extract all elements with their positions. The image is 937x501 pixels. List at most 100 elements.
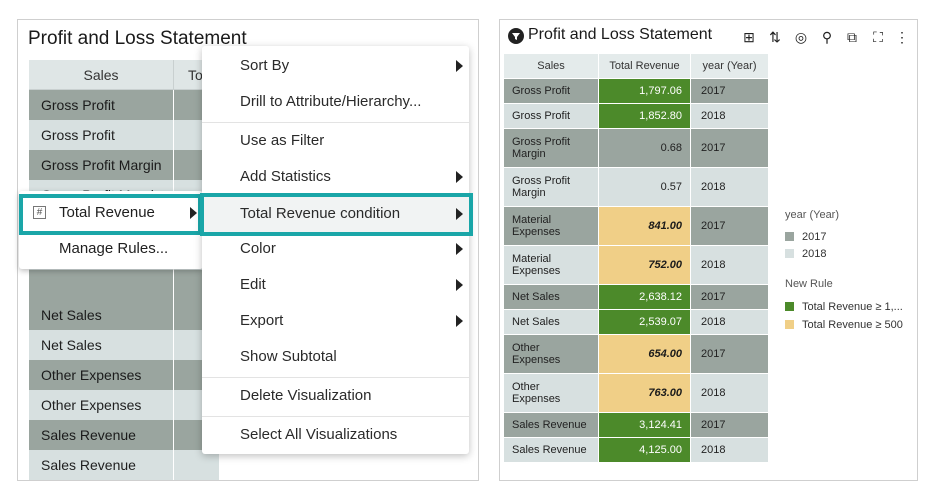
legend-item-rule-1[interactable]: Total Revenue ≥ 1,... xyxy=(785,301,903,313)
table-row[interactable]: Net Sales 2,638.12 2017 xyxy=(503,284,769,310)
row-label: Other Expenses xyxy=(41,397,142,413)
table-row[interactable]: Sales Revenue 4,125.00 2018 xyxy=(503,437,769,463)
row-label xyxy=(29,270,173,300)
menu-item-add-statistics[interactable]: Add Statistics xyxy=(202,159,469,195)
menu-item-color[interactable]: Color xyxy=(202,231,469,267)
grammar-icon[interactable]: ⊞ xyxy=(743,29,755,45)
year-cell: 2018 xyxy=(690,167,769,207)
revenue-cell: 654.00 xyxy=(598,334,691,374)
sales-cell: Gross Profit Margin xyxy=(503,128,599,168)
drill-label: Drill to Attribute/Hierarchy... xyxy=(240,93,422,110)
sales-cell: Net Sales xyxy=(503,309,599,335)
revenue-cell: 0.68 xyxy=(598,128,691,168)
table-row[interactable]: Other Expenses 763.00 2018 xyxy=(503,373,769,413)
more-options-icon[interactable]: ⋮ xyxy=(895,29,909,45)
menu-item-delete-visualization[interactable]: Delete Visualization xyxy=(202,378,469,414)
row-label: Other Expenses xyxy=(41,367,142,383)
revenue-cell: 0.57 xyxy=(598,167,691,207)
menu-item-sort-by[interactable]: Sort By xyxy=(202,48,469,84)
row-label: Gross Profit xyxy=(41,97,115,113)
table-row[interactable] xyxy=(29,270,219,300)
table-row[interactable]: Gross Profit Margin 0.68 2017 xyxy=(503,128,769,168)
legend-item-rule-2[interactable]: Total Revenue ≥ 500 xyxy=(785,319,903,331)
row-value xyxy=(173,330,219,360)
menu-item-edit[interactable]: Edit xyxy=(202,267,469,303)
table-row[interactable]: Gross Profit Margin xyxy=(29,150,219,180)
header-sales[interactable]: Sales xyxy=(83,67,119,83)
submenu-total-revenue-label: Total Revenue xyxy=(59,204,155,221)
table-row[interactable]: Gross Profit xyxy=(29,120,219,150)
menu-item-drill[interactable]: Drill to Attribute/Hierarchy... xyxy=(202,84,469,120)
table-row[interactable]: Material Expenses 841.00 2017 xyxy=(503,206,769,246)
revenue-cell: 1,852.80 xyxy=(598,103,691,129)
table-row[interactable]: Other Expenses xyxy=(29,390,219,420)
menu-item-show-subtotal[interactable]: Show Subtotal xyxy=(202,339,469,375)
row-label: Sales Revenue xyxy=(41,427,136,443)
header-sales[interactable]: Sales xyxy=(503,53,599,79)
right-table-body: Gross Profit 1,797.06 2017 Gross Profit 1,85… xyxy=(503,78,769,463)
context-menu: Sort By Drill to Attribute/Hierarchy... … xyxy=(202,46,469,454)
table-row[interactable]: Sales Revenue xyxy=(29,450,219,480)
table-row[interactable]: Other Expenses 654.00 2017 xyxy=(503,334,769,374)
chevron-right-icon xyxy=(456,171,463,183)
year-cell: 2018 xyxy=(690,309,769,335)
fullscreen-icon[interactable]: ⛶ xyxy=(873,29,883,45)
header-total-revenue[interactable]: Total Revenue xyxy=(598,53,691,79)
row-value xyxy=(173,270,219,300)
year-cell: 2018 xyxy=(690,103,769,129)
chart-icon[interactable]: ⚲ xyxy=(821,29,833,45)
table-row[interactable]: Gross Profit xyxy=(29,90,219,120)
table-row[interactable]: Gross Profit 1,852.80 2018 xyxy=(503,103,769,129)
legend-rule-1-label: Total Revenue ≥ 1,... xyxy=(802,301,903,313)
row-label: Net Sales xyxy=(41,307,102,323)
table-row[interactable]: Material Expenses 752.00 2018 xyxy=(503,245,769,285)
table-row[interactable]: Net Sales xyxy=(29,330,219,360)
color-label: Color xyxy=(240,240,276,257)
table-row[interactable]: Sales Revenue xyxy=(29,420,219,450)
year-cell: 2017 xyxy=(690,284,769,310)
conditional-format-submenu: # Total Revenue Manage Rules... xyxy=(19,191,203,269)
show-subtotal-label: Show Subtotal xyxy=(240,348,337,365)
delete-visualization-label: Delete Visualization xyxy=(240,387,372,404)
header-year[interactable]: year (Year) xyxy=(690,53,769,79)
menu-item-use-as-filter[interactable]: Use as Filter xyxy=(202,123,469,159)
swatch xyxy=(785,320,794,329)
row-label: Gross Profit Margin xyxy=(41,157,162,173)
submenu-item-manage-rules[interactable]: Manage Rules... xyxy=(19,231,203,267)
sales-cell: Sales Revenue xyxy=(503,412,599,438)
table-row[interactable]: Net Sales xyxy=(29,300,219,330)
legend-rule-2-label: Total Revenue ≥ 500 xyxy=(802,319,903,331)
submenu-item-total-revenue[interactable]: # Total Revenue xyxy=(19,195,203,231)
table-row[interactable]: Gross Profit Margin 0.57 2018 xyxy=(503,167,769,207)
sales-cell: Material Expenses xyxy=(503,245,599,285)
legend-rule-title: New Rule xyxy=(785,278,833,290)
revenue-cell: 3,124.41 xyxy=(598,412,691,438)
left-table-body: Gross Profit Gross Profit Gross Profit Mar… xyxy=(29,90,219,480)
menu-item-total-revenue-condition[interactable]: Total Revenue condition xyxy=(202,196,469,232)
table-row[interactable]: Sales Revenue 3,124.41 2017 xyxy=(503,412,769,438)
target-icon[interactable]: ◎ xyxy=(794,29,808,45)
revenue-cell: 2,638.12 xyxy=(598,284,691,310)
use-as-filter-label: Use as Filter xyxy=(240,132,325,149)
copy-icon[interactable]: ⧉ xyxy=(847,29,857,45)
menu-item-select-all[interactable]: Select All Visualizations xyxy=(202,417,469,453)
menu-item-export[interactable]: Export xyxy=(202,303,469,339)
header-total-revenue[interactable]: To xyxy=(173,60,219,89)
legend-2018-label: 2018 xyxy=(802,248,827,260)
condition-label: Total Revenue condition xyxy=(240,205,401,222)
submenu-manage-rules-label: Manage Rules... xyxy=(59,240,169,257)
menu-divider xyxy=(202,377,469,378)
year-cell: 2017 xyxy=(690,334,769,374)
legend-item-2017[interactable]: 2017 xyxy=(785,231,826,243)
year-cell: 2017 xyxy=(690,128,769,168)
legend-item-2018[interactable]: 2018 xyxy=(785,248,826,260)
row-label: Net Sales xyxy=(41,337,102,353)
row-label: Sales Revenue xyxy=(41,457,136,473)
table-row[interactable]: Other Expenses xyxy=(29,360,219,390)
sort-icon[interactable]: ⇅ xyxy=(769,29,781,45)
table-row[interactable]: Net Sales 2,539.07 2018 xyxy=(503,309,769,335)
sales-cell: Other Expenses xyxy=(503,373,599,413)
sales-cell: Gross Profit xyxy=(503,78,599,104)
filter-funnel-icon[interactable] xyxy=(508,28,524,44)
table-row[interactable]: Gross Profit 1,797.06 2017 xyxy=(503,78,769,104)
